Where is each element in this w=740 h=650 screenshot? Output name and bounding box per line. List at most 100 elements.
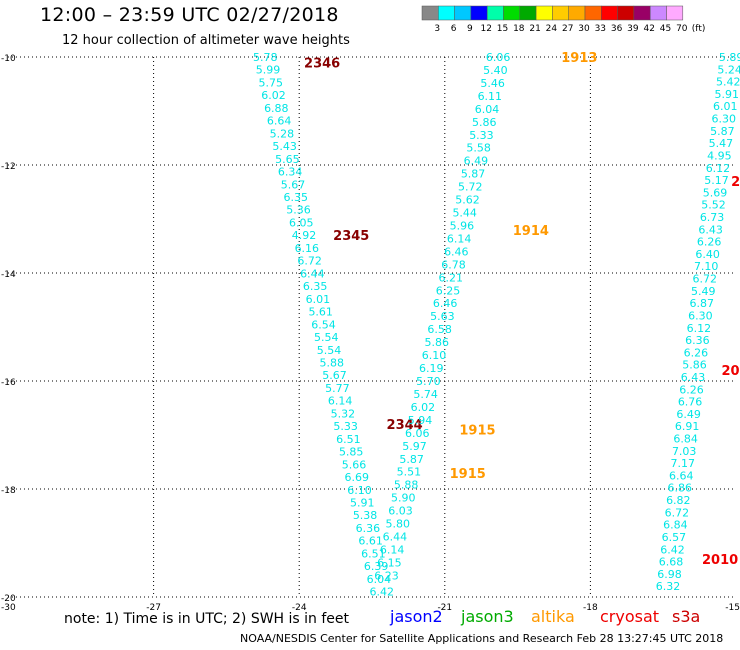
legend-jason2: jason2 [390, 607, 443, 626]
swh-value-s3a: 6.35 [283, 191, 308, 204]
swh-value-altika: 6.15 [377, 556, 402, 569]
legend-jason3: jason3 [461, 607, 514, 626]
swh-value-s3a: 5.54 [317, 344, 342, 357]
time-label-cryosat: 2010 [702, 553, 738, 568]
swh-value-cryosat: 6.26 [679, 383, 704, 396]
swh-value-s3a: 6.36 [356, 522, 381, 535]
swh-value-cryosat: 6.32 [656, 580, 681, 593]
swh-value-s3a: 6.14 [328, 395, 353, 408]
colorbar-swatch [486, 5, 504, 21]
colorbar-tick: 33 [595, 24, 606, 34]
colorbar-swatch [601, 5, 618, 21]
swh-value-altika: 6.44 [383, 531, 408, 544]
colorbar-tick: 36 [611, 24, 623, 34]
y-tick-label: -14 [1, 270, 16, 280]
swh-value-cryosat: 6.68 [659, 556, 684, 569]
swh-value-cryosat: 6.42 [660, 543, 685, 556]
colorbar-tick: 3 [434, 24, 440, 34]
colorbar-tick: 24 [546, 24, 558, 34]
swh-value-s3a: 6.01 [306, 293, 331, 306]
colorbar-tick: 30 [578, 24, 590, 34]
swh-value-altika: 6.23 [374, 569, 399, 582]
swh-value-s3a: 5.91 [350, 497, 375, 510]
swh-value-s3a: 5.78 [253, 51, 278, 64]
swh-value-altika: 6.21 [438, 271, 463, 284]
x-tick-label: -15 [725, 603, 740, 613]
y-tick-label: -18 [1, 486, 16, 496]
swh-value-s3a: 6.44 [300, 267, 325, 280]
colorbar-tick: 27 [562, 24, 573, 34]
swh-value-altika: 5.40 [483, 64, 508, 77]
swh-value-cryosat: 5.52 [701, 199, 726, 212]
swh-value-s3a: 6.42 [369, 586, 394, 599]
x-tick-label: -18 [583, 603, 598, 613]
swh-value-altika: 5.63 [430, 310, 455, 323]
swh-value-altika: 5.90 [391, 492, 416, 505]
swh-value-altika: 5.94 [408, 414, 433, 427]
colorbar-unit: (ft) [692, 24, 706, 34]
swh-value-cryosat: 6.76 [678, 396, 703, 409]
swh-value-cryosat: 5.42 [716, 76, 740, 89]
note-text: note: 1) Time is in UTC; 2) SWH is in fe… [64, 611, 350, 627]
swh-value-cryosat: 5.49 [691, 285, 716, 298]
colorbar-tick: 15 [497, 24, 508, 34]
swh-value-altika: 5.74 [413, 388, 438, 401]
swh-value-cryosat: 6.30 [688, 309, 713, 322]
swh-value-cryosat: 6.12 [687, 322, 712, 335]
swh-value-cryosat: 5.89 [719, 51, 740, 64]
swh-value-s3a: 5.77 [325, 382, 350, 395]
swh-value-altika: 6.14 [380, 543, 405, 556]
chart-subtitle: 12 hour collection of altimeter wave hei… [62, 33, 350, 48]
colorbar-swatch [552, 5, 569, 21]
colorbar-tick: 45 [660, 24, 671, 34]
time-label-cryosat: 200 [721, 364, 740, 379]
swh-value-s3a: 6.69 [344, 471, 369, 484]
colorbar-tick: 70 [676, 24, 688, 34]
swh-value-altika: 6.02 [411, 401, 436, 414]
colorbar-swatch [519, 5, 537, 21]
swh-value-altika: 5.70 [416, 375, 441, 388]
swh-value-cryosat: 6.84 [673, 433, 698, 446]
swh-value-altika: 6.10 [422, 349, 447, 362]
x-tick-label: -27 [146, 603, 161, 613]
time-label-altika: 1915 [450, 467, 486, 482]
legend-cryosat: cryosat [600, 607, 660, 626]
swh-value-s3a: 5.67 [322, 369, 347, 382]
swh-value-s3a: 5.38 [353, 509, 378, 522]
swh-value-altika: 5.88 [394, 479, 419, 492]
swh-value-cryosat: 5.91 [714, 88, 739, 101]
swh-value-altika: 5.86 [472, 116, 497, 129]
swh-value-s3a: 5.66 [342, 458, 367, 471]
y-tick-label: -12 [1, 162, 16, 172]
swh-value-cryosat: 6.26 [697, 236, 722, 249]
swh-value-cryosat: 7.17 [670, 457, 695, 470]
time-label-altika: 1913 [561, 51, 597, 66]
swh-value-s3a: 6.61 [358, 535, 383, 548]
swh-value-s3a: 6.05 [289, 216, 314, 229]
swh-value-s3a: 6.04 [367, 573, 392, 586]
swh-value-s3a: 6.16 [295, 242, 320, 255]
swh-value-s3a: 6.51 [361, 547, 386, 560]
swh-value-cryosat: 5.69 [703, 186, 728, 199]
colorbar-swatch [633, 5, 651, 21]
colorbar-tick: 9 [467, 24, 473, 34]
swh-value-s3a: 5.61 [308, 306, 333, 319]
swh-value-cryosat: 6.98 [657, 568, 682, 581]
swh-value-cryosat: 6.64 [669, 469, 694, 482]
swh-value-s3a: 5.33 [333, 420, 358, 433]
swh-value-s3a: 6.88 [264, 102, 289, 115]
swh-value-s3a: 5.88 [320, 356, 345, 369]
colorbar-tick: 12 [480, 24, 491, 34]
swh-value-altika: 6.04 [475, 103, 500, 116]
swh-value-s3a: 5.43 [272, 140, 297, 153]
swh-value-s3a: 5.32 [331, 407, 356, 420]
colorbar-swatch [649, 5, 667, 21]
swh-value-altika: 6.06 [405, 427, 430, 440]
swh-value-s3a: 5.67 [281, 178, 306, 191]
colorbar-swatch [454, 5, 472, 21]
colorbar-swatch [438, 5, 455, 21]
colorbar-tick: 18 [513, 24, 525, 34]
swh-value-cryosat: 6.40 [695, 248, 720, 261]
swh-value-cryosat: 6.91 [675, 420, 700, 433]
